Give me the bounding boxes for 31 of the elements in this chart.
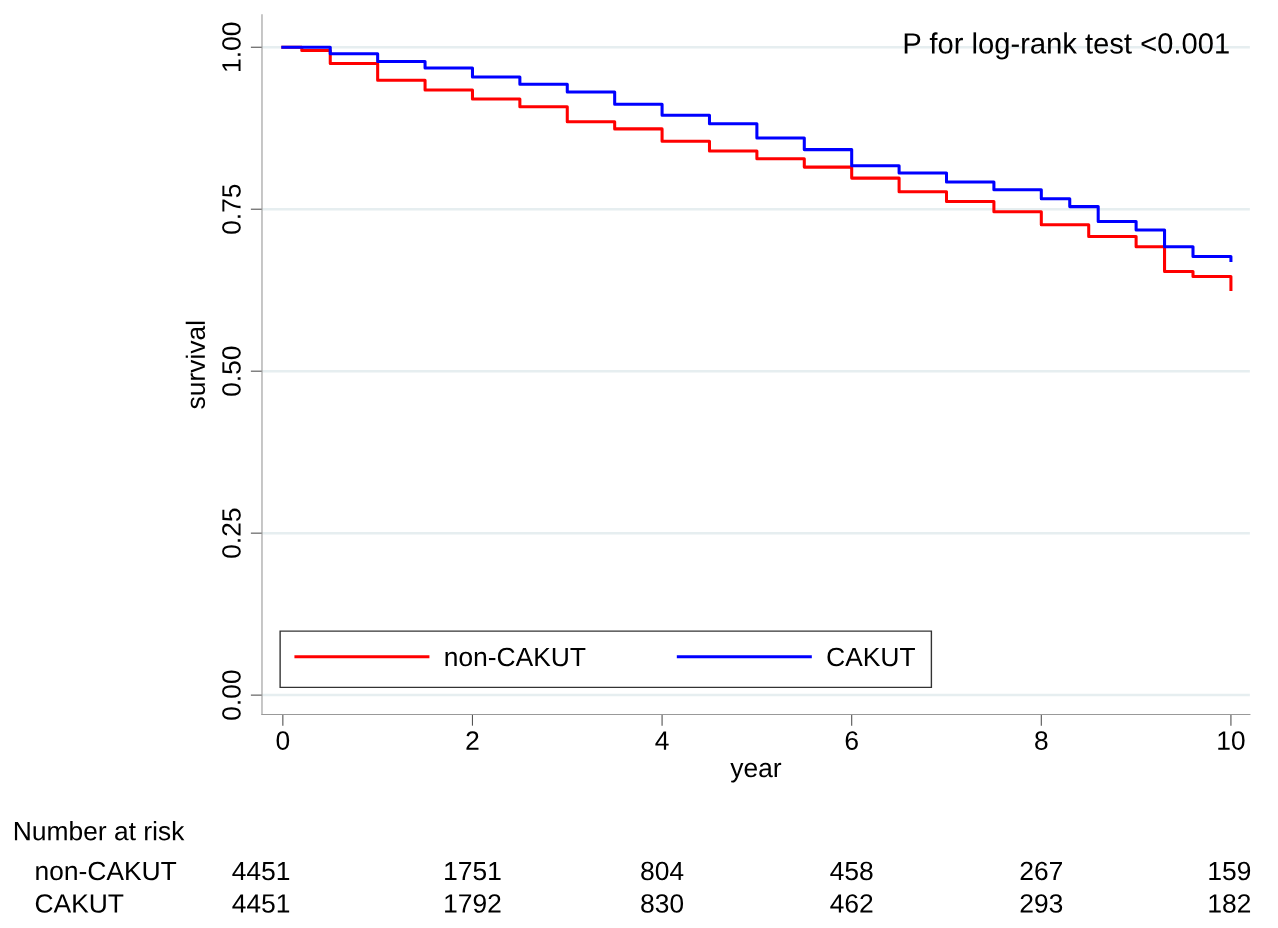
text: 830 [641, 894, 684, 913]
text: 182 [1209, 894, 1251, 913]
text: 159 [1209, 861, 1251, 881]
x-tick-label: 6 [845, 731, 858, 750]
x-tick-label: 10 [1218, 731, 1245, 750]
x-axis-title: year [730, 762, 782, 783]
text: 1792 [445, 894, 501, 913]
text: CAKUT [35, 894, 124, 913]
text: 462 [830, 894, 873, 913]
y-axis-title: survival [185, 321, 206, 409]
annotation: P for log-rank test <0.001 [904, 32, 1229, 60]
x-tick-label: 2 [466, 731, 479, 750]
y-tick-label: 0.50 [222, 346, 241, 396]
text: 804 [641, 861, 684, 881]
text: 4451 [232, 894, 290, 913]
text: 4451 [232, 861, 290, 881]
y-tick-label: 1.00 [222, 22, 241, 71]
text: non-CAKUT [36, 861, 177, 881]
text: Number at risk [14, 821, 185, 841]
y-tick-label: 0.25 [222, 508, 241, 558]
text: 1751 [445, 861, 501, 881]
legend-label: CAKUT [827, 647, 915, 667]
x-tick-label: 8 [1035, 731, 1048, 750]
y-tick-label: 0.75 [222, 184, 241, 234]
y-tick-label: 0.00 [222, 670, 241, 720]
text: 293 [1020, 894, 1063, 913]
legend-label: non-CAKUT [445, 647, 586, 667]
text: 267 [1020, 861, 1062, 881]
x-tick-label: 0 [276, 731, 290, 750]
x-tick-label: 4 [655, 731, 669, 750]
text: 458 [830, 861, 873, 881]
